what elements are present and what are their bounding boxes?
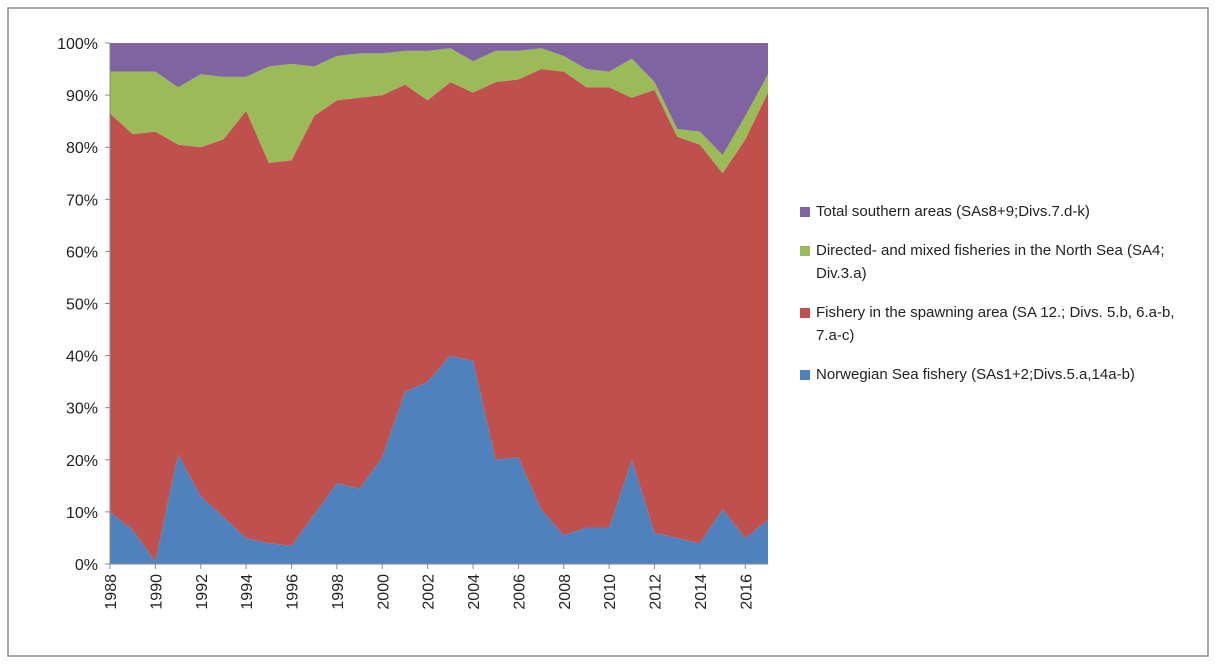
chart-border: [7, 7, 1209, 657]
y-tick-label: 20%: [66, 453, 98, 470]
x-tick-label: 2012: [648, 574, 665, 610]
legend-label: Directed- and mixed fisheries in the Nor…: [816, 242, 1165, 282]
x-tick-label: 2004: [466, 574, 483, 610]
x-tick-label: 2006: [511, 574, 528, 610]
x-tick-label: 2010: [602, 574, 619, 610]
area: [110, 69, 768, 562]
legend-swatch: [800, 370, 810, 380]
area: [110, 43, 768, 156]
legend-swatch: [800, 207, 810, 217]
x-tick-label: 1994: [239, 574, 256, 610]
x-tick-label: 2002: [421, 574, 438, 610]
legend-item: Norwegian Sea fishery (SAs1+2;Divs.5.a,1…: [800, 363, 1200, 386]
legend-swatch: [800, 246, 810, 256]
y-tick-label: 0%: [75, 557, 98, 574]
y-tick-label: 10%: [66, 505, 98, 522]
legend-label: Fishery in the spawning area (SA 12.; Di…: [816, 304, 1175, 344]
y-tick-label: 90%: [66, 88, 98, 105]
legend-swatch: [800, 308, 810, 318]
x-tick-label: 2000: [375, 574, 392, 610]
x-tick-label: 2008: [557, 574, 574, 610]
y-tick-label: 60%: [66, 244, 98, 261]
legend-item: Total southern areas (SAs8+9;Divs.7.d-k): [800, 200, 1200, 223]
x-tick-label: 1988: [103, 574, 120, 610]
legend: Total southern areas (SAs8+9;Divs.7.d-k)…: [800, 200, 1200, 402]
x-tick-label: 2014: [693, 574, 710, 610]
x-tick-label: 2016: [738, 574, 755, 610]
x-tick-label: 1996: [285, 574, 302, 610]
legend-label: Total southern areas (SAs8+9;Divs.7.d-k): [816, 203, 1090, 220]
x-tick-label: 1992: [194, 574, 211, 610]
legend-item: Directed- and mixed fisheries in the Nor…: [800, 239, 1200, 285]
area: [110, 48, 768, 174]
y-tick-label: 40%: [66, 349, 98, 366]
y-tick-label: 30%: [66, 401, 98, 418]
y-tick-label: 100%: [57, 36, 98, 53]
legend-item: Fishery in the spawning area (SA 12.; Di…: [800, 301, 1200, 347]
y-tick-label: 50%: [66, 297, 98, 314]
legend-label: Norwegian Sea fishery (SAs1+2;Divs.5.a,1…: [816, 366, 1135, 383]
x-tick-label: 1990: [148, 574, 165, 610]
area: [110, 355, 768, 564]
y-tick-label: 80%: [66, 140, 98, 157]
y-tick-label: 70%: [66, 192, 98, 209]
x-tick-label: 1998: [330, 574, 347, 610]
